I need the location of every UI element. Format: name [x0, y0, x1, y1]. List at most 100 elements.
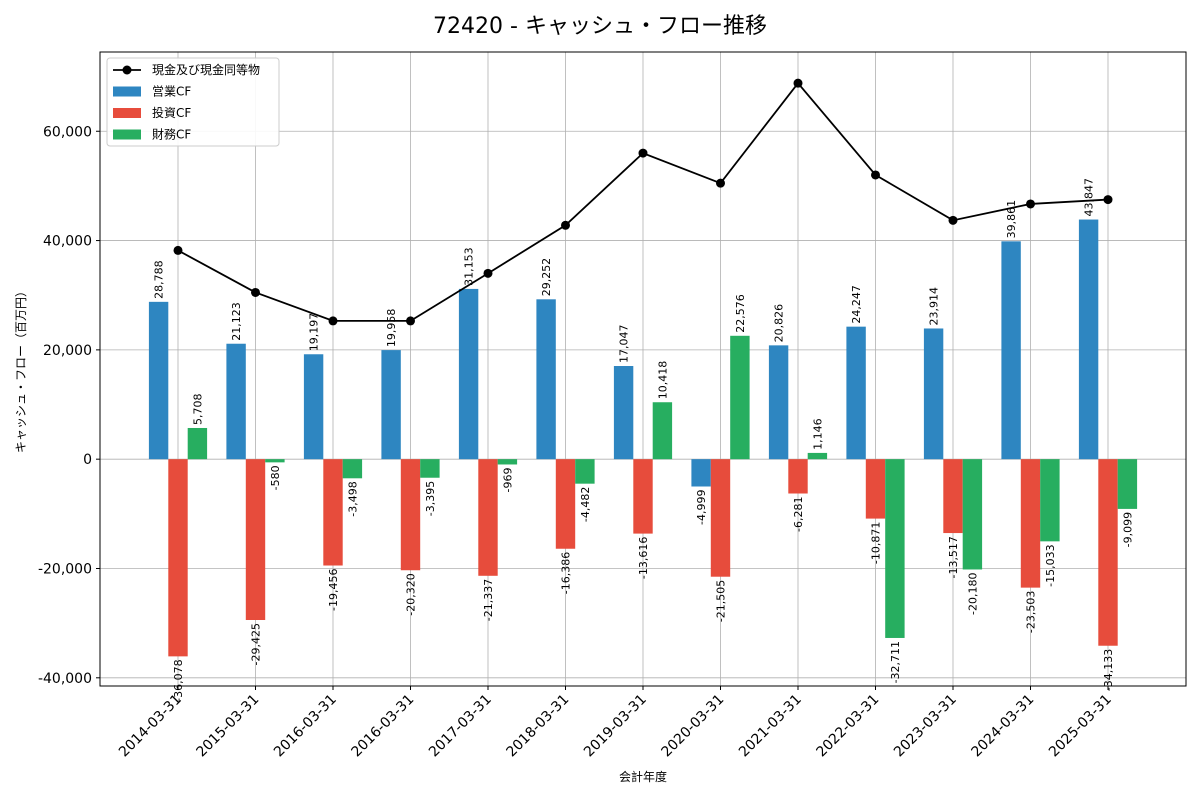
x-tick-label: 2014-03-31 [116, 692, 185, 761]
x-axis-label: 会計年度 [619, 769, 667, 784]
financing-cf-label: -9,099 [1121, 512, 1134, 547]
operating-cf-bar [1078, 219, 1099, 460]
operating-cf-bar [613, 366, 634, 460]
cash-point [793, 78, 803, 88]
investing-cf-label: -19,456 [327, 569, 340, 611]
investing-cf-label: -29,425 [250, 623, 263, 665]
cash-line [173, 78, 1113, 326]
x-tick-label: 2019-03-31 [581, 692, 650, 761]
x-tick-label: 2025-03-31 [1046, 692, 1115, 761]
financing-cf-bar [342, 459, 363, 479]
cash-point [1026, 199, 1035, 209]
operating-cf-bar [381, 350, 401, 460]
x-tick-label: 2023-03-31 [891, 692, 960, 761]
y-tick-label: 0 [83, 452, 92, 468]
legend-label: 営業CF [152, 85, 191, 99]
investing-cf-bar [1020, 459, 1041, 588]
investing-cf-bar [788, 459, 808, 494]
investing-cf-label: -21,505 [715, 580, 728, 622]
financing-cf-bar [962, 459, 983, 570]
financing-cf-label: -15,033 [1044, 544, 1057, 586]
investing-cf-label: -23,503 [1025, 591, 1038, 633]
financing-cf-bar [497, 459, 518, 465]
x-tick-label: 2021-03-31 [736, 692, 805, 761]
financing-cf-label: 5,708 [191, 393, 204, 425]
x-tick-label: 2016-03-31 [271, 692, 340, 761]
financing-cf-label: 10,418 [656, 361, 669, 400]
legend-bar-swatch [113, 108, 141, 118]
investing-cf-bar [245, 459, 266, 621]
operating-cf-bar [536, 299, 556, 460]
cash-point [251, 287, 260, 297]
financing-cf-label: -580 [269, 465, 282, 490]
operating-cf-bar [846, 326, 866, 460]
cash-point [948, 215, 958, 225]
operating-cf-bar [1001, 241, 1021, 460]
x-tick-label: 2015-03-31 [193, 692, 262, 761]
y-tick-label: 20,000 [43, 343, 92, 359]
operating-cf-label: 19,197 [308, 313, 321, 352]
financing-cf-label: -969 [501, 467, 514, 492]
financing-cf-label: 1,146 [811, 418, 824, 450]
data-labels: 28,788 21,123 19,197 19,958 31,153 29,252 17,0… [153, 178, 1135, 702]
financing-cf-bar [420, 459, 440, 478]
operating-cf-bar [923, 328, 944, 460]
cash-point [328, 316, 338, 326]
financing-cf-bar [730, 335, 750, 460]
investing-cf-bar [865, 459, 886, 519]
cash-point [483, 268, 493, 278]
investing-cf-label: -36,078 [172, 659, 185, 701]
investing-cf-bar [168, 459, 188, 657]
cash-point [406, 316, 415, 326]
financing-cf-label: 22,576 [734, 294, 747, 333]
financing-cf-bar [1117, 459, 1138, 509]
operating-cf-label: 24,247 [850, 285, 863, 324]
y-tick-label: 40,000 [43, 234, 92, 250]
cash-point [871, 170, 880, 180]
financing-cf-label: -3,395 [424, 481, 437, 516]
legend-label: 現金及び現金同等物 [152, 62, 260, 77]
operating-cf-bar [303, 354, 324, 460]
legend-label: 財務CF [152, 127, 191, 142]
x-tick-label: 2020-03-31 [658, 692, 727, 761]
legend-line-marker [122, 65, 132, 75]
cash-point [173, 245, 183, 255]
chart-title: 72420 - キャッシュ・フロー推移 [433, 14, 767, 39]
operating-cf-bar [458, 288, 479, 460]
operating-cf-label: 20,826 [773, 304, 786, 343]
investing-cf-bar [1098, 459, 1118, 646]
cash-point [638, 148, 648, 158]
y-axis-label: キャッシュ・フロー（百万円） [14, 285, 28, 453]
financing-cf-bar [807, 452, 828, 460]
x-tick-label: 2022-03-31 [813, 692, 882, 761]
financing-cf-bar [885, 459, 905, 638]
operating-cf-bar [226, 343, 246, 460]
investing-cf-bar [478, 459, 498, 576]
x-tick-label: 2018-03-31 [503, 692, 572, 761]
operating-cf-label: 17,047 [618, 325, 631, 364]
investing-cf-label: -20,320 [405, 573, 418, 615]
operating-cf-bar [148, 301, 169, 460]
operating-cf-label: 28,788 [153, 260, 166, 299]
operating-cf-label: 23,914 [928, 287, 941, 326]
investing-cf-bar [943, 459, 963, 534]
y-axis: -40,000 -20,000 0 20,000 40,000 60,000 [38, 124, 100, 687]
grid [100, 52, 1186, 686]
investing-cf-bar [710, 459, 731, 577]
operating-cf-label: 31,153 [463, 247, 476, 286]
investing-cf-label: -34,133 [1102, 649, 1115, 691]
x-tick-label: 2017-03-31 [426, 692, 495, 761]
investing-cf-label: -13,616 [637, 537, 650, 579]
investing-cf-label: -13,517 [947, 536, 960, 578]
operating-cf-label: 29,252 [540, 258, 553, 297]
financing-cf-bar [265, 459, 285, 463]
operating-cf-label: 43,847 [1083, 178, 1096, 217]
bars [148, 219, 1138, 657]
legend-bar-swatch [113, 129, 141, 140]
financing-cf-label: -20,180 [966, 572, 979, 614]
x-tick-label: 2016-03-31 [348, 692, 417, 761]
cash-point [561, 220, 570, 230]
cash-point [1103, 195, 1113, 205]
